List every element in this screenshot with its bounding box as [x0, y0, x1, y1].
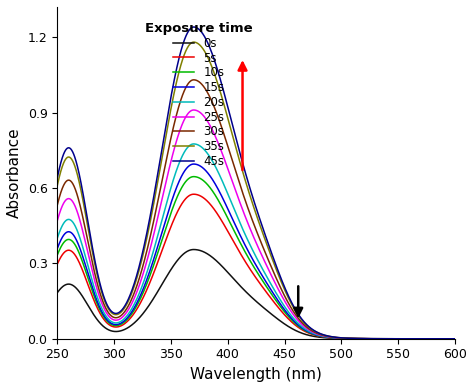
- 10s: [191, 174, 197, 179]
- 25s: [421, 336, 427, 341]
- 15s: [234, 226, 240, 231]
- 10s: [55, 253, 60, 258]
- 0s: [102, 326, 108, 330]
- Line: 30s: 30s: [57, 80, 474, 339]
- 10s: [216, 198, 221, 203]
- 5s: [467, 336, 473, 341]
- 35s: [128, 295, 133, 300]
- 10s: [467, 336, 473, 341]
- 10s: [102, 317, 108, 321]
- Line: 15s: 15s: [57, 164, 474, 339]
- 30s: [216, 116, 221, 121]
- 25s: [191, 108, 197, 112]
- 20s: [191, 142, 197, 146]
- Y-axis label: Absorbance: Absorbance: [7, 128, 22, 218]
- 30s: [467, 336, 473, 341]
- 15s: [216, 188, 221, 193]
- 5s: [55, 262, 60, 266]
- 20s: [128, 309, 133, 314]
- 45s: [191, 25, 197, 29]
- Line: 5s: 5s: [57, 194, 474, 339]
- Legend: 0s, 5s, 10s, 15s, 20s, 25s, 30s, 35s, 45s: 0s, 5s, 10s, 15s, 20s, 25s, 30s, 35s, 45…: [139, 16, 258, 174]
- 25s: [55, 219, 60, 223]
- 45s: [467, 336, 473, 341]
- 25s: [102, 308, 108, 313]
- Line: 20s: 20s: [57, 144, 474, 339]
- Line: 10s: 10s: [57, 177, 474, 339]
- X-axis label: Wavelength (nm): Wavelength (nm): [190, 367, 322, 382]
- 25s: [467, 336, 473, 341]
- 20s: [234, 213, 240, 218]
- 5s: [102, 319, 108, 323]
- 0s: [421, 336, 427, 341]
- 20s: [421, 336, 427, 341]
- 45s: [421, 336, 427, 341]
- 0s: [234, 280, 240, 285]
- 35s: [421, 336, 427, 341]
- 20s: [216, 171, 221, 175]
- 0s: [467, 336, 473, 341]
- 30s: [55, 203, 60, 208]
- Line: 0s: 0s: [57, 249, 474, 339]
- 45s: [55, 176, 60, 180]
- 10s: [421, 336, 427, 341]
- Line: 35s: 35s: [57, 42, 474, 339]
- 15s: [55, 247, 60, 251]
- 5s: [421, 336, 427, 341]
- 5s: [234, 245, 240, 250]
- 15s: [421, 336, 427, 341]
- 15s: [128, 312, 133, 317]
- 10s: [234, 234, 240, 238]
- 15s: [191, 162, 197, 166]
- 45s: [216, 72, 221, 76]
- 30s: [234, 173, 240, 177]
- 0s: [216, 261, 221, 265]
- 5s: [216, 214, 221, 218]
- 20s: [55, 236, 60, 241]
- 0s: [191, 247, 197, 252]
- Line: 45s: 45s: [57, 27, 474, 339]
- 15s: [467, 336, 473, 341]
- 30s: [102, 305, 108, 309]
- 0s: [128, 324, 133, 329]
- 0s: [55, 291, 60, 295]
- 35s: [216, 84, 221, 89]
- 5s: [191, 192, 197, 196]
- 15s: [102, 315, 108, 320]
- 35s: [102, 300, 108, 305]
- 20s: [102, 312, 108, 317]
- 20s: [467, 336, 473, 341]
- 25s: [234, 192, 240, 196]
- 35s: [467, 336, 473, 341]
- 35s: [234, 149, 240, 154]
- 10s: [128, 314, 133, 318]
- 25s: [216, 142, 221, 147]
- 5s: [128, 316, 133, 321]
- 30s: [421, 336, 427, 341]
- 25s: [128, 304, 133, 309]
- 35s: [191, 40, 197, 44]
- 30s: [191, 77, 197, 82]
- 35s: [55, 184, 60, 188]
- 30s: [128, 300, 133, 305]
- 45s: [128, 293, 133, 297]
- 45s: [102, 298, 108, 303]
- Line: 25s: 25s: [57, 110, 474, 339]
- 45s: [234, 140, 240, 144]
